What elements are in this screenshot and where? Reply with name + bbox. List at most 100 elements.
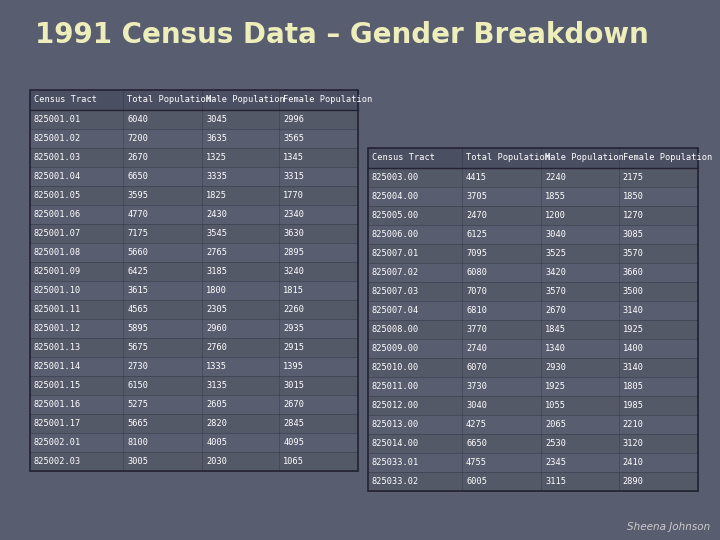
Text: Female Population: Female Population xyxy=(283,96,372,105)
Text: 2345: 2345 xyxy=(545,458,566,467)
Text: 2890: 2890 xyxy=(623,477,644,486)
Text: 825001.09: 825001.09 xyxy=(34,267,81,276)
Text: 1925: 1925 xyxy=(545,382,566,391)
Text: 825001.15: 825001.15 xyxy=(34,381,81,390)
Text: 7175: 7175 xyxy=(127,229,148,238)
Text: 3500: 3500 xyxy=(623,287,644,296)
Text: Female Population: Female Population xyxy=(623,153,712,163)
Text: 1200: 1200 xyxy=(545,211,566,220)
Text: 2670: 2670 xyxy=(283,400,305,409)
Text: 2530: 2530 xyxy=(545,439,566,448)
Bar xyxy=(30,243,358,262)
Text: 6650: 6650 xyxy=(127,172,148,181)
Bar xyxy=(368,206,698,225)
Text: 6425: 6425 xyxy=(127,267,148,276)
Bar xyxy=(368,434,698,453)
Text: 825007.02: 825007.02 xyxy=(372,268,419,277)
Text: 1850: 1850 xyxy=(623,192,644,201)
Bar xyxy=(368,320,698,339)
Text: 1805: 1805 xyxy=(623,382,644,391)
Bar xyxy=(368,301,698,320)
Text: 3595: 3595 xyxy=(127,191,148,200)
Bar xyxy=(30,376,358,395)
Text: 825014.00: 825014.00 xyxy=(372,439,419,448)
Bar xyxy=(30,110,358,129)
Text: 825001.03: 825001.03 xyxy=(34,153,81,162)
Text: 4770: 4770 xyxy=(127,210,148,219)
Text: 3045: 3045 xyxy=(206,115,228,124)
Bar xyxy=(30,224,358,243)
Text: 3570: 3570 xyxy=(545,287,566,296)
Bar xyxy=(368,377,698,396)
Text: Total Population: Total Population xyxy=(466,153,550,163)
Text: 1400: 1400 xyxy=(623,344,644,353)
Text: 1845: 1845 xyxy=(545,325,566,334)
Text: 1815: 1815 xyxy=(283,286,305,295)
Text: 825005.00: 825005.00 xyxy=(372,211,419,220)
Text: 8100: 8100 xyxy=(127,438,148,447)
Bar xyxy=(30,90,358,471)
Text: 825001.11: 825001.11 xyxy=(34,305,81,314)
Text: 4275: 4275 xyxy=(466,420,487,429)
Text: 3705: 3705 xyxy=(466,192,487,201)
Text: 1770: 1770 xyxy=(283,191,305,200)
Text: 4095: 4095 xyxy=(283,438,305,447)
Text: 2845: 2845 xyxy=(283,419,305,428)
Text: 6650: 6650 xyxy=(466,439,487,448)
Text: 825002.01: 825002.01 xyxy=(34,438,81,447)
Text: 3115: 3115 xyxy=(545,477,566,486)
Text: 7095: 7095 xyxy=(466,249,487,258)
Text: 3040: 3040 xyxy=(466,401,487,410)
Text: 2305: 2305 xyxy=(206,305,228,314)
Bar xyxy=(30,338,358,357)
Text: 7070: 7070 xyxy=(466,287,487,296)
Text: 825001.07: 825001.07 xyxy=(34,229,81,238)
Text: 825001.01: 825001.01 xyxy=(34,115,81,124)
Text: 3570: 3570 xyxy=(623,249,644,258)
Bar xyxy=(30,262,358,281)
Text: 2470: 2470 xyxy=(466,211,487,220)
Text: 3420: 3420 xyxy=(545,268,566,277)
Text: 7200: 7200 xyxy=(127,134,148,143)
Text: 3085: 3085 xyxy=(623,230,644,239)
Text: 3545: 3545 xyxy=(206,229,228,238)
Text: 825007.04: 825007.04 xyxy=(372,306,419,315)
Text: 825003.00: 825003.00 xyxy=(372,173,419,182)
Text: 2820: 2820 xyxy=(206,419,228,428)
Text: 825008.00: 825008.00 xyxy=(372,325,419,334)
Text: 1395: 1395 xyxy=(283,362,305,371)
Text: 825001.14: 825001.14 xyxy=(34,362,81,371)
Text: 2410: 2410 xyxy=(623,458,644,467)
Text: 2935: 2935 xyxy=(283,324,305,333)
Text: 2030: 2030 xyxy=(206,457,228,466)
Text: 2930: 2930 xyxy=(545,363,566,372)
Text: 2765: 2765 xyxy=(206,248,228,257)
Text: 3140: 3140 xyxy=(623,363,644,372)
Text: 3240: 3240 xyxy=(283,267,305,276)
Text: 3135: 3135 xyxy=(206,381,228,390)
Text: 3635: 3635 xyxy=(206,134,228,143)
Text: 825009.00: 825009.00 xyxy=(372,344,419,353)
Text: 825011.00: 825011.00 xyxy=(372,382,419,391)
Text: 3730: 3730 xyxy=(466,382,487,391)
Text: 2430: 2430 xyxy=(206,210,228,219)
Text: 2730: 2730 xyxy=(127,362,148,371)
Text: 3185: 3185 xyxy=(206,267,228,276)
Text: 1925: 1925 xyxy=(623,325,644,334)
Text: 5895: 5895 xyxy=(127,324,148,333)
Text: 2760: 2760 xyxy=(206,343,228,352)
Text: 825007.01: 825007.01 xyxy=(372,249,419,258)
Text: Sheena Johnson: Sheena Johnson xyxy=(626,522,710,532)
Bar xyxy=(30,395,358,414)
Bar xyxy=(30,186,358,205)
Text: 825001.12: 825001.12 xyxy=(34,324,81,333)
Bar xyxy=(368,472,698,491)
Text: 825001.08: 825001.08 xyxy=(34,248,81,257)
Text: 825001.10: 825001.10 xyxy=(34,286,81,295)
Text: 3660: 3660 xyxy=(623,268,644,277)
Text: 825007.03: 825007.03 xyxy=(372,287,419,296)
Text: 5675: 5675 xyxy=(127,343,148,352)
Text: 3770: 3770 xyxy=(466,325,487,334)
Bar xyxy=(30,90,358,110)
Text: 2340: 2340 xyxy=(283,210,305,219)
